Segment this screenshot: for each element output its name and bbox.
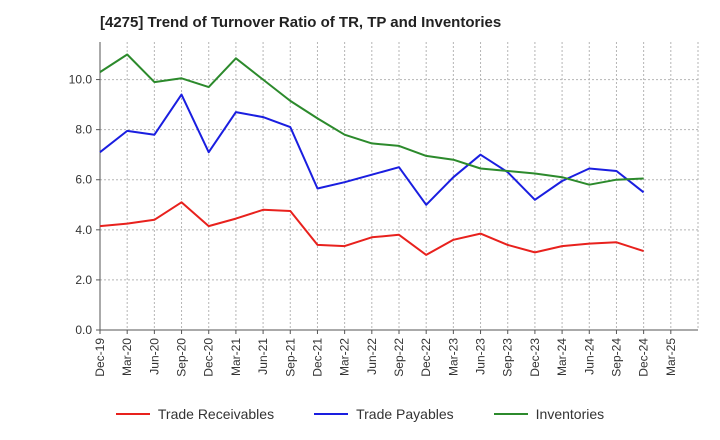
series-line-trade-payables	[99, 93, 645, 206]
x-tick-label: Mar-24	[555, 338, 569, 376]
x-tick-label: Mar-25	[664, 338, 678, 376]
x-tick-label: Dec-21	[310, 338, 324, 377]
y-tick-label: 0.0	[75, 323, 92, 337]
series-line-trade-receivables	[99, 201, 644, 256]
x-tick-label: Sep-23	[501, 338, 515, 377]
x-tick-label: Sep-21	[283, 338, 297, 377]
x-tick-label: Jun-21	[256, 338, 270, 375]
x-tick-label: Mar-21	[229, 338, 243, 376]
x-tick-label: Jun-20	[147, 338, 161, 375]
x-tick-label: Jun-22	[365, 338, 379, 375]
x-tick-label: Jun-24	[582, 338, 596, 375]
series-line-inventories	[99, 53, 644, 186]
legend-swatch-trade-payables	[314, 413, 349, 415]
x-tick-label: Mar-22	[338, 338, 352, 376]
x-tick-label: Dec-24	[637, 338, 651, 377]
legend-label-trade-payables: Trade Payables	[356, 406, 454, 422]
x-tick-label: Dec-20	[202, 338, 216, 377]
legend-item-trade-payables: Trade Payables	[314, 403, 454, 425]
x-tick-label: Sep-22	[392, 338, 406, 377]
legend-swatch-inventories	[493, 413, 528, 415]
y-tick-label: 10.0	[69, 73, 93, 87]
y-tick-label: 4.0	[75, 223, 92, 237]
legend-label-inventories: Inventories	[535, 406, 605, 422]
legend-item-inventories: Inventories	[493, 403, 605, 425]
legend-item-trade-receivables: Trade Receivables	[115, 403, 275, 425]
y-tick-label: 8.0	[75, 123, 92, 137]
x-tick-label: Dec-19	[93, 338, 107, 377]
x-tick-label: Sep-24	[609, 338, 623, 377]
legend: Trade Receivables Trade Payables Invento…	[0, 403, 720, 425]
y-tick-label: 2.0	[75, 273, 92, 287]
y-tick-label: 6.0	[75, 173, 92, 187]
chart-title: [4275] Trend of Turnover Ratio of TR, TP…	[100, 14, 502, 31]
x-tick-label: Mar-23	[446, 338, 460, 376]
legend-swatch-trade-receivables	[115, 413, 150, 415]
x-tick-label: Jun-23	[474, 338, 488, 375]
x-tick-label: Sep-20	[175, 338, 189, 377]
x-tick-label: Dec-23	[528, 338, 542, 377]
legend-label-trade-receivables: Trade Receivables	[157, 406, 275, 422]
x-tick-label: Dec-22	[419, 338, 433, 377]
x-tick-label: Mar-20	[120, 338, 134, 376]
